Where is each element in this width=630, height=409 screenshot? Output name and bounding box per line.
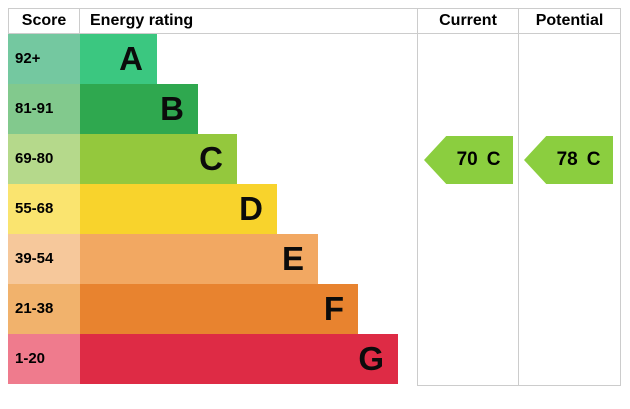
band-score-range: 1-20 <box>8 334 80 384</box>
energy-rating-header: Energy rating <box>80 8 417 34</box>
band-bar: E <box>80 234 318 284</box>
current-rating-value: 70 <box>456 149 478 170</box>
band-score-range: 81-91 <box>8 84 80 134</box>
potential-rating-value: 78 <box>556 149 578 170</box>
potential-column: Potential <box>518 8 621 386</box>
band-row: 81-91 B <box>8 84 418 134</box>
current-rating-grade: C <box>486 149 501 170</box>
band-row: 92+ A <box>8 34 418 84</box>
band-bar: D <box>80 184 277 234</box>
current-rating-arrow: 70 C <box>424 136 513 184</box>
band-row: 39-54 E <box>8 234 418 284</box>
band-bar: F <box>80 284 358 334</box>
band-grade-label: D <box>239 190 263 227</box>
band-bar: A <box>80 34 157 84</box>
band-grade-label: A <box>119 40 143 77</box>
current-header: Current <box>418 9 518 34</box>
band-grade-label: B <box>160 90 184 127</box>
band-bar: G <box>80 334 398 384</box>
band-score-range: 55-68 <box>8 184 80 234</box>
band-bar: B <box>80 84 198 134</box>
band-grade-label: E <box>281 240 304 277</box>
band-row: 1-20 G <box>8 334 418 384</box>
band-score-range: 39-54 <box>8 234 80 284</box>
band-row: 69-80 C <box>8 134 418 184</box>
band-grade-label: G <box>358 340 384 377</box>
band-rows: 92+ A 81-91 B 69-80 C 55-68 D 39-54 <box>8 34 418 384</box>
band-grade-label: C <box>199 140 223 177</box>
current-column: Current <box>417 8 518 386</box>
band-bar: C <box>80 134 237 184</box>
potential-header: Potential <box>519 9 620 34</box>
potential-rating-grade: C <box>586 149 601 170</box>
band-row: 55-68 D <box>8 184 418 234</box>
band-score-range: 69-80 <box>8 134 80 184</box>
band-score-range: 92+ <box>8 34 80 84</box>
score-header: Score <box>8 8 80 34</box>
band-score-range: 21-38 <box>8 284 80 334</box>
band-grade-label: F <box>323 290 344 327</box>
band-row: 21-38 F <box>8 284 418 334</box>
